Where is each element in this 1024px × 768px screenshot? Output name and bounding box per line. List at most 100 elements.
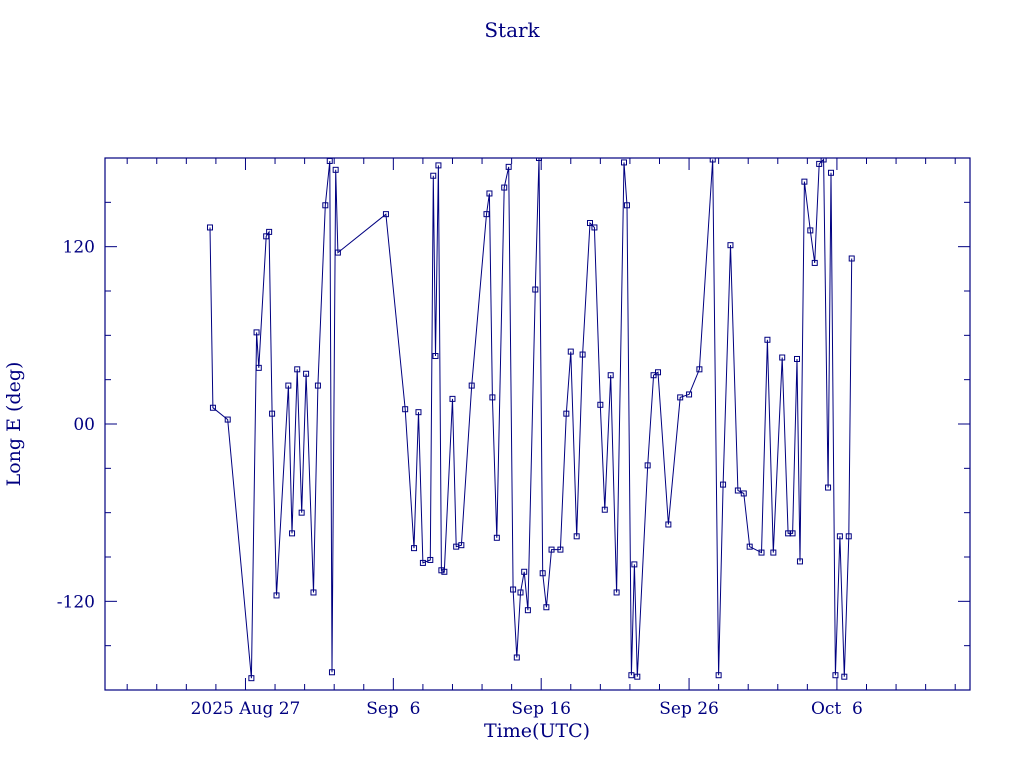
data-point-marker [613,589,620,596]
data-point-marker [532,286,539,293]
data-point-marker [430,172,437,179]
data-point-marker [836,533,843,540]
data-point-marker [483,211,490,218]
data-point-marker [623,202,630,209]
data-point-marker [539,570,546,577]
x-axis-label: Time(UTC) [484,720,590,742]
data-point-marker [811,259,818,266]
data-point-marker [332,166,339,173]
data-point-marker [248,675,255,682]
data-point-marker [419,559,426,566]
data-point-marker [848,255,855,262]
data-point-marker [734,487,741,494]
data-point-marker [285,382,292,389]
data-point-marker [696,366,703,373]
data-point-marker [720,481,727,488]
data-point-marker [644,462,651,469]
chart-title: Stark [484,18,540,42]
data-point-marker [567,348,574,355]
data-point-marker [628,672,635,679]
data-point-marker [269,410,276,417]
x-tick-label: Sep 6 [366,699,420,719]
data-point-marker [686,391,693,398]
data-point-marker [801,178,808,185]
x-tick-label: Sep 16 [511,699,571,719]
data-point-marker [758,549,765,556]
data-point-marker [841,673,848,680]
data-point-marker [715,672,722,679]
y-tick-label: -120 [57,592,95,612]
data-point-marker [310,589,317,596]
data-point-marker [709,158,716,163]
data-point-marker [415,409,422,416]
data-point-marker [727,242,734,249]
data-point-marker [543,604,550,611]
data-point-marker [402,406,409,413]
data-point-marker [807,227,814,234]
data-point-marker [289,530,296,537]
data-point-marker [468,382,475,389]
data-point-marker [796,558,803,565]
data-point-marker [510,586,517,593]
data-point-marker [634,673,641,680]
data-point-marker [209,404,216,411]
data-point-marker [298,509,305,516]
data-point-marker [521,568,528,575]
data-point-marker [770,549,777,556]
data-line [209,158,853,679]
data-point-marker [579,351,586,358]
data-point-marker [740,490,747,497]
data-point-marker [382,211,389,218]
data-point-marker [746,543,753,550]
data-point-marker [825,484,832,491]
data-point-marker [597,401,604,408]
x-tick-label: Oct 6 [811,699,863,719]
data-point-marker [563,410,570,417]
data-point-marker [573,533,580,540]
y-tick-label: 00 [73,415,95,435]
data-point-marker [266,228,273,235]
data-point-marker [557,546,564,553]
data-point-marker [322,202,329,209]
data-point-marker [631,561,638,568]
y-tick-label: 120 [63,238,95,258]
data-point-marker [432,353,439,360]
data-point-marker [505,163,512,170]
data-point-marker [677,394,684,401]
data-point-marker [789,530,796,537]
data-point-marker [845,533,852,540]
data-point-marker [411,545,418,552]
data-point-marker [794,355,800,362]
data-point-marker [224,416,231,423]
data-point-marker [255,364,262,371]
data-point-marker [607,372,614,379]
data-point-marker [334,249,341,256]
plot-frame [104,157,971,691]
data-point-marker [524,607,531,614]
data-point-marker [493,534,500,541]
data-point-marker [326,158,333,164]
data-point-marker [501,184,508,191]
plot-area: 2025 Aug 27 Sep 6 Sep 16 Sep 26 Oct 6 120 00 -1… [57,157,971,719]
data-point-marker [273,592,280,599]
data-point-marker [764,336,771,343]
data-point-marker [328,669,335,676]
x-tick-label: Sep 26 [659,699,719,719]
data-point-marker [665,521,672,528]
data-point-marker [517,589,524,596]
data-point-marker [828,169,835,176]
data-point-marker [621,159,627,166]
data-point-marker [449,395,456,402]
data-point-marker [548,546,555,553]
data-point-marker [779,354,786,361]
data-point-marker [303,370,310,377]
data-point-marker [435,162,442,169]
data-point-marker [820,158,827,163]
data-point-marker [591,224,598,231]
data-point-marker [513,654,520,661]
data-point-marker [586,220,593,227]
data-point-marker [427,556,434,563]
data-point-marker [832,672,839,679]
y-axis-label: Long E (deg) [3,362,25,487]
